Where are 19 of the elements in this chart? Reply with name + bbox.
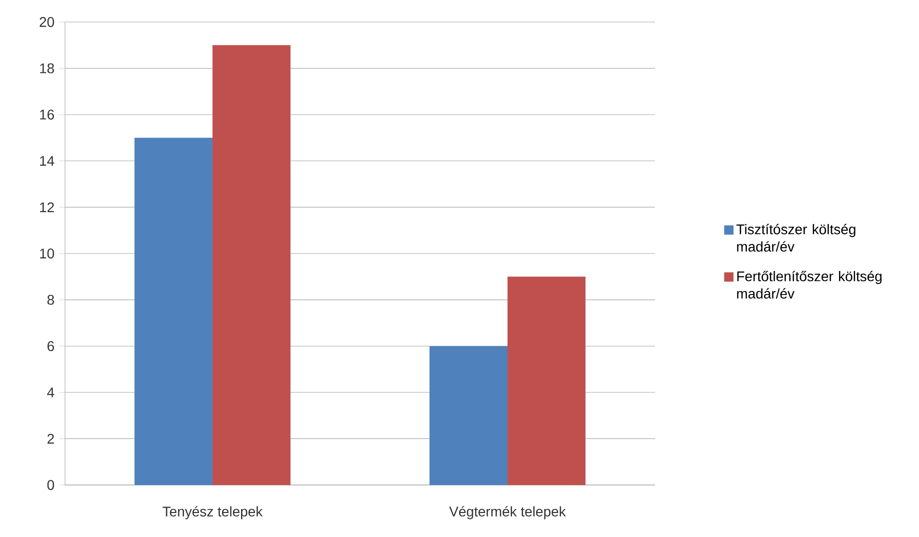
bar [134, 138, 213, 485]
y-tick-label: 12 [40, 202, 54, 212]
x-tick-label: Tenyész telepek [162, 506, 263, 520]
y-tick-label: 10 [40, 248, 54, 258]
bar [508, 276, 586, 485]
y-tick-label: 18 [40, 63, 54, 74]
legend-label: Fertőtlenítőszer költség madár/év [737, 270, 882, 299]
y-tick-label: 8 [47, 294, 54, 305]
bar [212, 45, 291, 485]
y-tick-label: 2 [48, 434, 54, 444]
y-tick-label: 14 [40, 156, 54, 166]
y-tick-label: 4 [47, 388, 54, 398]
y-tick-label: 0 [47, 480, 54, 490]
y-tick-label: 20 [40, 17, 54, 27]
legend-label: Tisztítószer költség madár/év [736, 224, 856, 252]
y-tick-label: 6 [48, 341, 54, 352]
y-tick-label: 16 [40, 110, 54, 120]
x-tick-label: Végtermék telepek [449, 506, 566, 520]
bar [430, 346, 508, 485]
